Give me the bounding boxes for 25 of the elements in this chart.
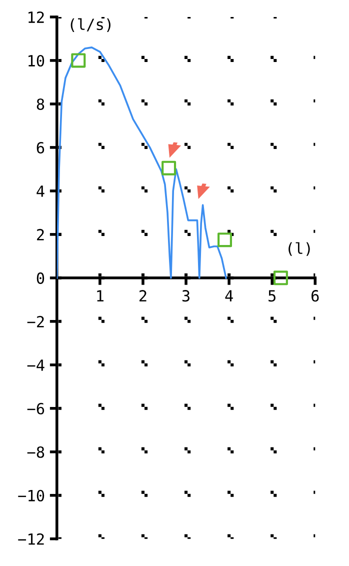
y-tick-label: 10 — [28, 54, 44, 67]
x-tick-label: 1 — [97, 290, 104, 302]
x-tick-label: 3 — [182, 290, 190, 302]
point — [162, 160, 176, 176]
y-tick-label: −6 — [27, 402, 44, 414]
x-axis-title: (l) — [288, 242, 310, 256]
point — [218, 232, 232, 248]
x-tick-label: 2 — [140, 290, 146, 302]
y-axis-title: (l/s) — [70, 18, 110, 32]
y-tick-label: −12 — [18, 533, 44, 545]
y-tick-label: 6 — [36, 142, 44, 154]
point — [273, 270, 288, 286]
x-tick-label: 6 — [312, 290, 319, 302]
y-tick-label: 12 — [28, 11, 44, 23]
y-tick-label: −10 — [18, 490, 44, 502]
y-tick-label: −4 — [27, 360, 44, 371]
y-tick-label: 2 — [37, 228, 44, 240]
y-tick-label: 4 — [36, 186, 44, 197]
point — [71, 53, 86, 68]
y-tick-label: 0 — [36, 272, 44, 284]
y-tick-label: −8 — [27, 446, 44, 458]
y-tick-label: −2 — [27, 316, 44, 328]
x-tick-label: 5 — [268, 290, 276, 302]
x-tick-label: 4 — [225, 290, 233, 302]
y-tick-label: 8 — [36, 98, 44, 110]
